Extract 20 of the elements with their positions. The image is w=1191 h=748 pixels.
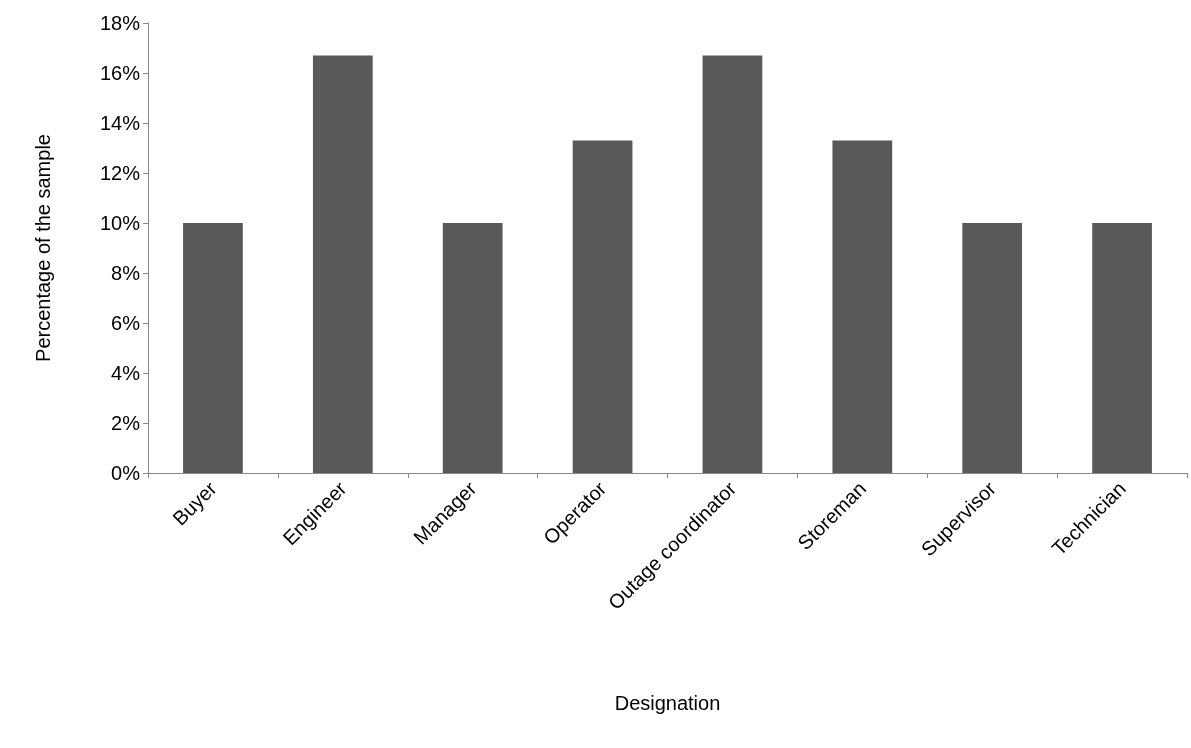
bar — [1092, 223, 1152, 473]
bar — [832, 140, 893, 473]
y-axis-title: Percentage of the sample — [32, 134, 54, 362]
bar — [183, 223, 243, 473]
y-tick-label: 16% — [99, 62, 141, 84]
y-tick-label: 12% — [99, 162, 141, 184]
y-tick-label: 6% — [111, 312, 141, 334]
y-tick-label: 4% — [111, 362, 141, 384]
x-axis-title: Designation — [614, 692, 721, 714]
y-tick-label: 8% — [111, 262, 141, 284]
bar — [572, 140, 633, 473]
y-tick-label: 14% — [99, 112, 141, 134]
y-tick-label: 18% — [99, 12, 141, 34]
y-tick-label: 0% — [111, 462, 141, 484]
bar — [442, 223, 503, 473]
bar — [312, 55, 373, 473]
y-tick-label: 2% — [111, 412, 141, 434]
bar — [962, 223, 1023, 473]
bar — [702, 55, 763, 473]
y-tick-label: 10% — [99, 212, 141, 234]
